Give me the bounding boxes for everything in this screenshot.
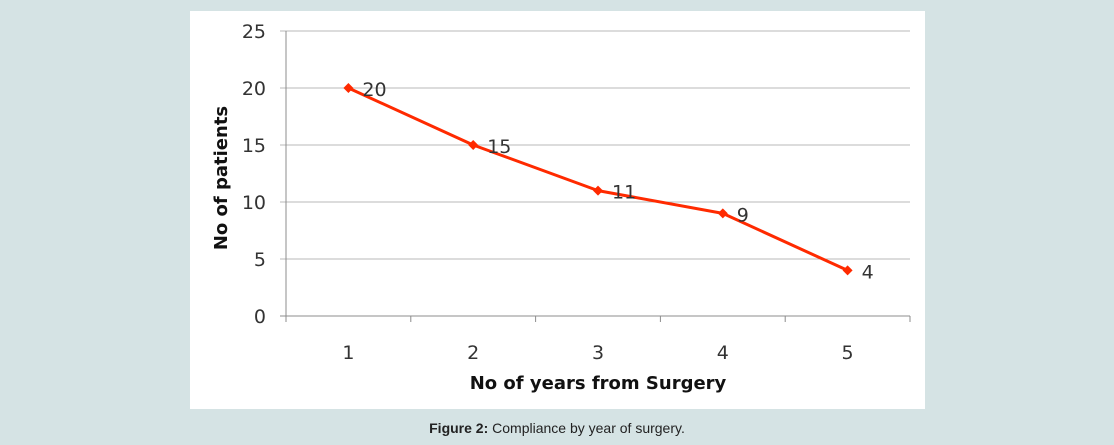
x-tick-label: 2	[467, 342, 479, 364]
caption-lead: Figure 2:	[429, 420, 489, 436]
x-axis-title: No of years from Surgery	[470, 373, 727, 394]
data-point-marker	[717, 208, 728, 219]
y-tick-label: 15	[242, 135, 266, 157]
series-line	[347, 86, 849, 272]
data-point-marker	[842, 265, 853, 276]
data-point-marker	[468, 140, 479, 150]
data-point-marker	[593, 185, 603, 196]
y-tick-label: 25	[242, 21, 266, 43]
y-tick-label: 5	[254, 249, 266, 271]
figure-caption: Figure 2: Compliance by year of surgery.	[0, 420, 1114, 436]
y-tick-label: 10	[242, 192, 266, 214]
series-line-path	[347, 86, 849, 272]
x-tick-label: 1	[342, 342, 354, 364]
data-label: 11	[612, 182, 636, 204]
line-chart: 0 5 10 15 20 25 1 2 3 4 5 20 15 11 9 4 No of years fro…	[211, 21, 911, 394]
x-tick-label: 4	[717, 342, 729, 364]
y-tick-label: 20	[242, 78, 266, 100]
data-point-marker	[343, 83, 354, 93]
data-markers	[343, 83, 853, 276]
data-label: 4	[862, 261, 874, 283]
axes: 0 5 10 15 20 25 1 2 3 4 5	[242, 21, 911, 364]
caption-text: Compliance by year of surgery.	[488, 420, 685, 436]
data-label: 20	[362, 79, 386, 101]
chart-panel: 0 5 10 15 20 25 1 2 3 4 5 20 15 11 9 4 No of years fro…	[190, 11, 925, 409]
x-tick-label: 3	[592, 342, 604, 364]
x-tick-label: 5	[842, 342, 854, 364]
data-label: 9	[737, 204, 749, 226]
y-tick-label: 0	[254, 306, 266, 328]
y-axis-title: No of patients	[211, 106, 232, 250]
data-label: 15	[487, 136, 511, 158]
data-labels: 20 15 11 9 4	[362, 79, 873, 283]
gridlines	[280, 30, 910, 260]
